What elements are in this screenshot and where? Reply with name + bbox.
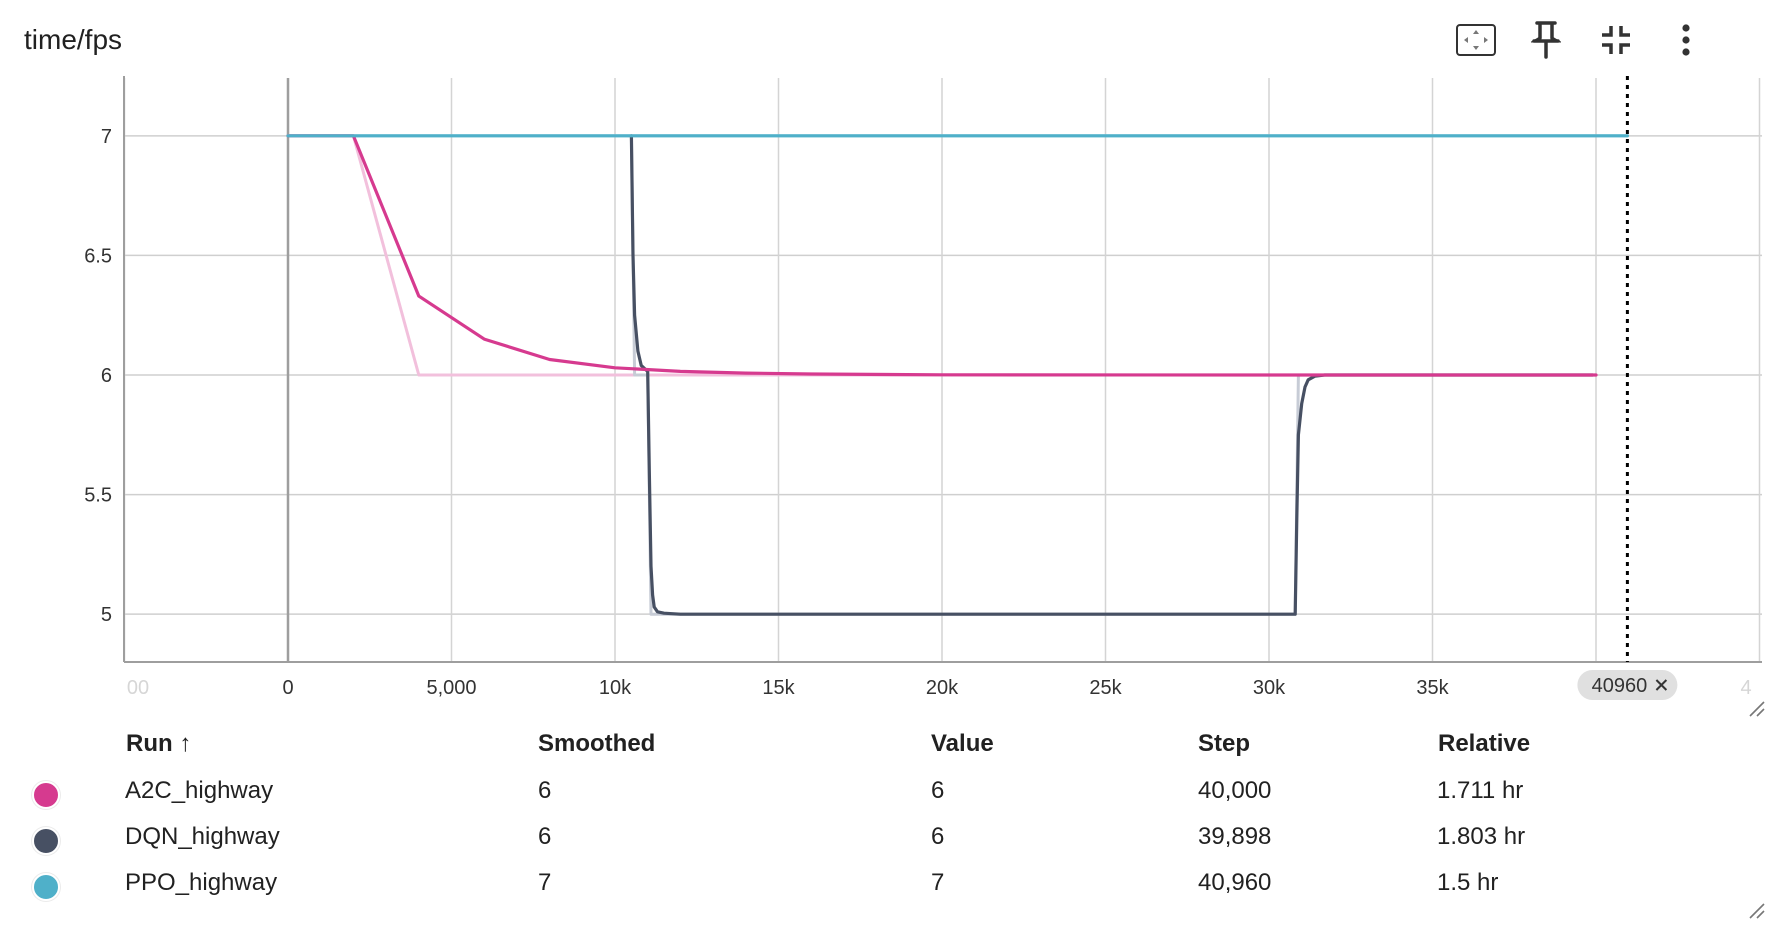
card-toolbar — [1446, 16, 1776, 64]
run-smoothed: 7 — [538, 869, 552, 896]
more-vert-icon — [1682, 24, 1690, 56]
run-name: A2C_highway — [125, 777, 274, 804]
x-tick-label: 30k — [1253, 677, 1286, 699]
header-run[interactable]: Run ↑ — [126, 730, 192, 757]
fit-domain-icon — [1456, 24, 1496, 56]
series-smoothed-line — [629, 134, 1595, 616]
header-value[interactable]: Value — [931, 730, 994, 757]
step-badge-bg — [1577, 670, 1678, 700]
y-tick-label: 5.5 — [84, 485, 112, 507]
card-title: time/fps — [24, 24, 123, 55]
line-chart[interactable]: 5 5.5 6 6.5 7 0 5,000 10k 15k 20k 25k 30k 35k 00 4 4096… — [0, 76, 1776, 716]
step-cursor-badge[interactable]: 40960 — [1577, 670, 1678, 700]
y-tick-label: 7 — [101, 126, 112, 148]
run-relative: 1.5 hr — [1437, 869, 1499, 896]
header-relative[interactable]: Relative — [1438, 730, 1531, 757]
y-tick-label: 6 — [101, 365, 112, 387]
pin-icon — [1531, 21, 1561, 59]
run-color-swatch[interactable] — [32, 781, 60, 809]
run-relative: 1.803 hr — [1437, 823, 1526, 850]
run-smoothed: 6 — [538, 777, 552, 804]
header-smoothed[interactable]: Smoothed — [538, 730, 656, 757]
x-tick-label: 15k — [762, 677, 795, 699]
run-relative: 1.711 hr — [1437, 777, 1524, 804]
run-color-swatch[interactable] — [32, 873, 60, 901]
run-name: DQN_highway — [125, 823, 280, 850]
x-tick-label: 00 — [127, 677, 149, 699]
run-step: 40,960 — [1198, 869, 1272, 896]
x-tick-label: 20k — [926, 677, 959, 699]
run-color-swatch[interactable] — [32, 827, 60, 855]
series-smoothed-line — [286, 134, 1598, 377]
table-resize-handle[interactable] — [1748, 902, 1766, 920]
run-value: 6 — [931, 823, 945, 850]
pin-button[interactable] — [1518, 16, 1574, 64]
step-badge-label: 40960 — [1592, 675, 1648, 697]
run-value: 6 — [931, 777, 945, 804]
x-tick-label: 5,000 — [426, 677, 476, 699]
y-tick-label: 5 — [101, 604, 112, 626]
more-button[interactable] — [1658, 16, 1714, 64]
header-step[interactable]: Step — [1198, 730, 1251, 757]
run-name: PPO_highway — [125, 869, 278, 896]
collapse-icon — [1602, 26, 1630, 54]
chart-resize-handle[interactable] — [1748, 700, 1766, 718]
y-tick-label: 6.5 — [84, 245, 112, 267]
fit-domain-button[interactable] — [1448, 16, 1504, 64]
run-step: 39,898 — [1198, 823, 1272, 850]
x-tick-label: 35k — [1416, 677, 1449, 699]
close-icon[interactable] — [1655, 679, 1668, 691]
run-value: 7 — [931, 869, 945, 896]
x-tick-label: 10k — [599, 677, 632, 699]
x-tick-label: 4 — [1740, 677, 1751, 699]
x-tick-label: 25k — [1089, 677, 1122, 699]
run-smoothed: 6 — [538, 823, 552, 850]
x-tick-label: 0 — [282, 677, 293, 699]
run-step: 40,000 — [1198, 777, 1272, 804]
collapse-button[interactable] — [1588, 16, 1644, 64]
